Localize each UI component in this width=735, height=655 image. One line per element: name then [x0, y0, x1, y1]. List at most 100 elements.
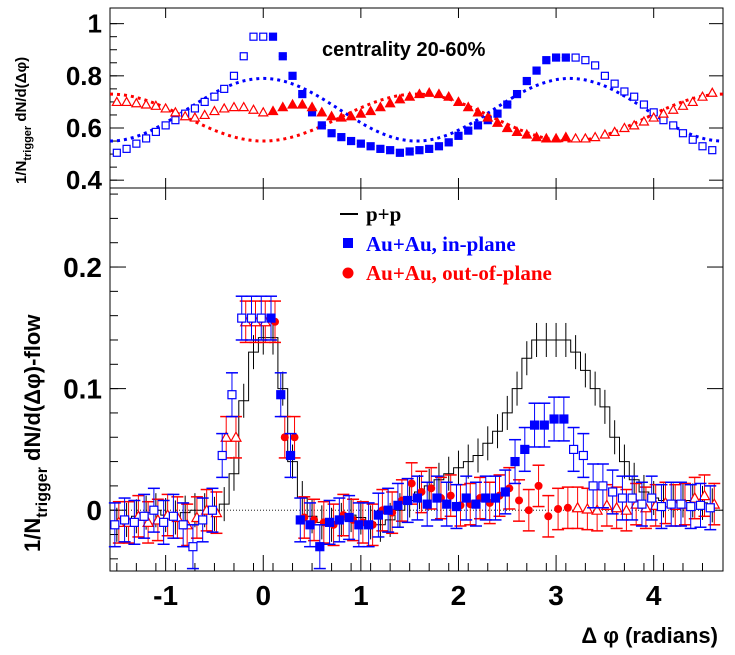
top-y-tick-label: 1 — [88, 9, 102, 39]
in-plane-point — [481, 493, 491, 503]
out-plane-point — [423, 87, 435, 97]
in-plane-point — [571, 53, 580, 62]
out-plane-point — [534, 481, 543, 490]
out-plane-point — [407, 479, 416, 488]
out-plane-point — [287, 98, 299, 109]
out-plane-point — [589, 131, 601, 142]
out-plane-point — [524, 506, 533, 515]
out-plane-point — [609, 126, 621, 137]
out-plane-point — [111, 96, 123, 107]
in-plane-point — [639, 100, 649, 109]
top-y-axis-title-sub: trigger — [22, 125, 34, 161]
in-plane-point — [266, 313, 276, 323]
bottom-y-axis-title-sub: trigger — [34, 467, 51, 518]
out-plane-point — [140, 98, 152, 109]
in-plane-point — [405, 147, 414, 156]
in-plane-point — [159, 517, 169, 527]
in-plane-point — [217, 450, 227, 461]
out-plane-point — [179, 110, 191, 121]
in-plane-point — [669, 121, 678, 130]
in-plane-point — [608, 487, 618, 497]
x-axis-title: Δ φ (radians) — [581, 623, 718, 648]
out-plane-point — [698, 489, 711, 501]
legend-out-plane-label: Au+Au, out-of-plane — [366, 261, 552, 285]
out-plane-point — [696, 90, 709, 101]
legend-pp-label: p+p — [366, 202, 401, 226]
in-plane-point — [676, 499, 686, 509]
in-plane-point — [139, 511, 149, 521]
out-plane-point — [618, 122, 630, 133]
in-plane-point — [434, 142, 444, 151]
bottom-x-tick-label: 0 — [255, 580, 271, 611]
out-plane-point — [472, 106, 484, 117]
bottom-x-tick-label: 1 — [353, 580, 369, 611]
out-plane-point — [345, 110, 357, 121]
out-plane-point — [628, 119, 640, 130]
in-plane-point — [354, 520, 364, 530]
out-plane-point — [443, 90, 455, 101]
out-plane-point — [169, 106, 181, 117]
in-plane-point — [471, 499, 481, 509]
in-plane-point — [151, 127, 160, 137]
in-plane-point — [227, 390, 237, 400]
in-plane-point — [464, 126, 473, 135]
out-plane-point — [220, 431, 233, 442]
in-plane-point — [522, 76, 531, 86]
bottom-axes-ticks: 0 0.1 0.2 -1 0 1 2 3 4 — [63, 188, 723, 611]
out-plane-point — [657, 107, 669, 118]
out-plane-point — [648, 111, 660, 122]
out-plane-point — [365, 105, 377, 116]
in-plane-point — [500, 487, 510, 497]
in-plane-point — [569, 444, 579, 455]
out-plane-point — [571, 501, 584, 513]
in-plane-point — [454, 131, 463, 140]
in-plane-point — [285, 450, 296, 461]
out-plane-point — [384, 97, 396, 108]
out-plane-point — [482, 111, 494, 122]
in-plane-point — [561, 53, 570, 62]
legend: p+p Au+Au, in-plane Au+Au, out-of-plane — [340, 202, 552, 285]
out-plane-point — [544, 512, 553, 521]
in-plane-point — [600, 71, 609, 80]
in-plane-point — [356, 139, 365, 148]
out-plane-point — [142, 516, 155, 527]
in-plane-point — [627, 493, 637, 503]
in-plane-point — [705, 503, 715, 513]
in-plane-point — [393, 500, 403, 510]
bottom-panel-frame — [109, 187, 724, 572]
in-plane-point — [317, 121, 326, 130]
in-plane-point — [305, 520, 315, 530]
in-plane-point — [366, 142, 375, 151]
out-plane-point — [521, 128, 533, 139]
in-plane-point — [168, 511, 178, 521]
in-plane-point — [207, 505, 218, 515]
in-plane-point — [161, 121, 170, 130]
in-plane-point — [432, 493, 442, 503]
out-plane-point — [591, 503, 604, 515]
out-plane-point — [570, 132, 582, 143]
in-plane-point — [249, 32, 258, 41]
out-plane-point — [218, 102, 230, 113]
in-plane-point — [551, 53, 561, 62]
out-plane-point — [326, 110, 338, 121]
out-plane-point — [687, 96, 699, 107]
out-plane-point — [306, 101, 318, 112]
in-plane-point — [188, 542, 198, 552]
in-plane-point — [395, 148, 405, 157]
in-plane-point — [637, 499, 647, 509]
in-plane-point — [119, 515, 130, 525]
bottom-x-tick-label: -1 — [153, 580, 178, 611]
in-plane-point — [512, 89, 522, 99]
in-plane-point — [246, 313, 257, 323]
out-plane-point — [208, 105, 220, 116]
out-plane-point — [335, 111, 347, 122]
in-plane-point — [110, 520, 120, 530]
out-plane-point — [267, 105, 279, 116]
in-plane-point — [708, 146, 717, 155]
out-plane-point — [462, 101, 474, 112]
top-data-points — [111, 32, 718, 157]
out-plane-point — [563, 503, 572, 512]
legend-out-plane-marker — [342, 267, 354, 279]
in-plane-point — [578, 450, 588, 461]
in-plane-point — [239, 52, 248, 61]
